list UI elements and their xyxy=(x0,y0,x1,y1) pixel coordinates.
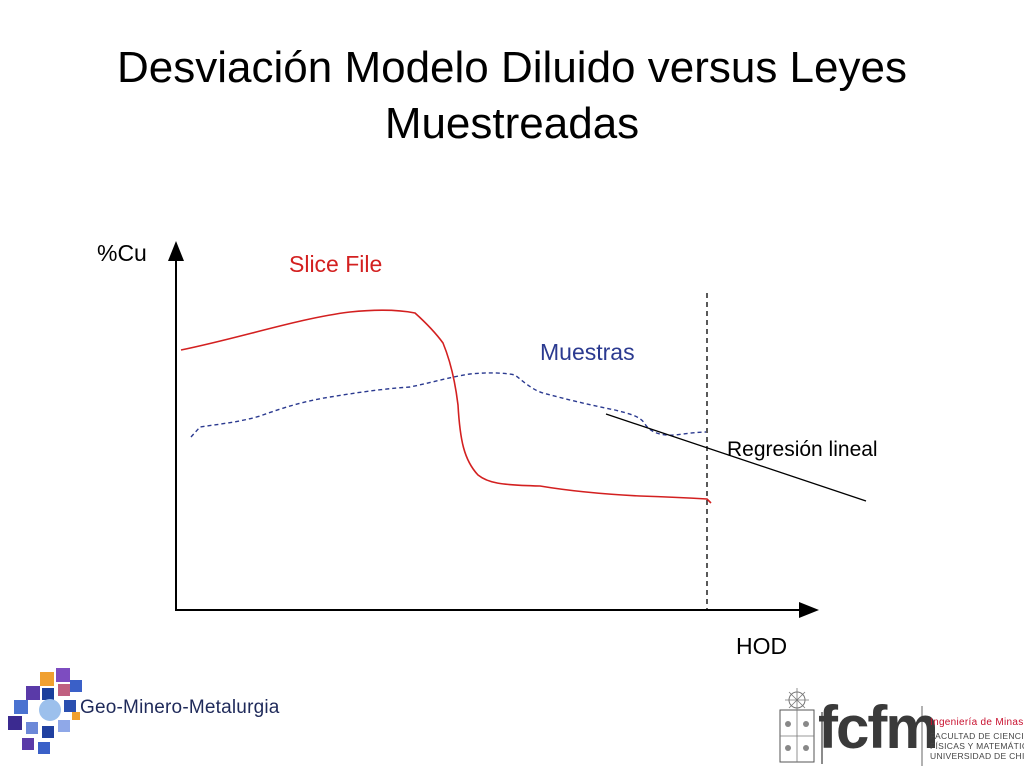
regression-line xyxy=(605,413,867,502)
regression-label: Regresión lineal xyxy=(727,438,878,461)
y-axis-label: %Cu xyxy=(97,240,147,266)
university-seal-icon xyxy=(779,688,815,763)
institution-line-1: Ingeniería de Minas xyxy=(930,717,1024,728)
slice-file-label: Slice File xyxy=(289,251,383,277)
fcfm-acronym: fcfm xyxy=(818,694,939,761)
institution-line-2: FACULTAD DE CIENCIAS xyxy=(930,731,1024,741)
fcfm-logo xyxy=(779,688,923,766)
fcfm-wordmark: fcfm xyxy=(818,698,939,758)
title-line-2: Muestreadas xyxy=(384,99,640,148)
slide-title: Desviación Modelo Diluido versus Leyes M… xyxy=(40,40,984,152)
institution-line-4: UNIVERSIDAD DE CHILE xyxy=(930,751,1024,761)
title-line-1: Desviación Modelo Diluido versus Leyes xyxy=(117,43,907,92)
logo-mosaic-icon xyxy=(8,668,82,754)
muestras-curve xyxy=(190,372,707,438)
institution-line-3: FÍSICAS Y MATEMÁTICAS xyxy=(930,741,1024,751)
geo-minero-metalurgia-logo xyxy=(8,668,82,754)
slice-file-curve xyxy=(180,309,712,504)
geo-minero-metalurgia-text: Geo-Minero-Metalurgia xyxy=(80,697,280,718)
muestras-label: Muestras xyxy=(540,339,635,365)
x-axis-label: HOD xyxy=(736,633,788,659)
